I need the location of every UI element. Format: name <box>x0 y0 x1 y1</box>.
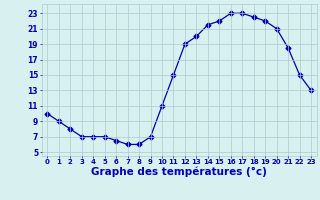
X-axis label: Graphe des températures (°c): Graphe des températures (°c) <box>91 167 267 177</box>
